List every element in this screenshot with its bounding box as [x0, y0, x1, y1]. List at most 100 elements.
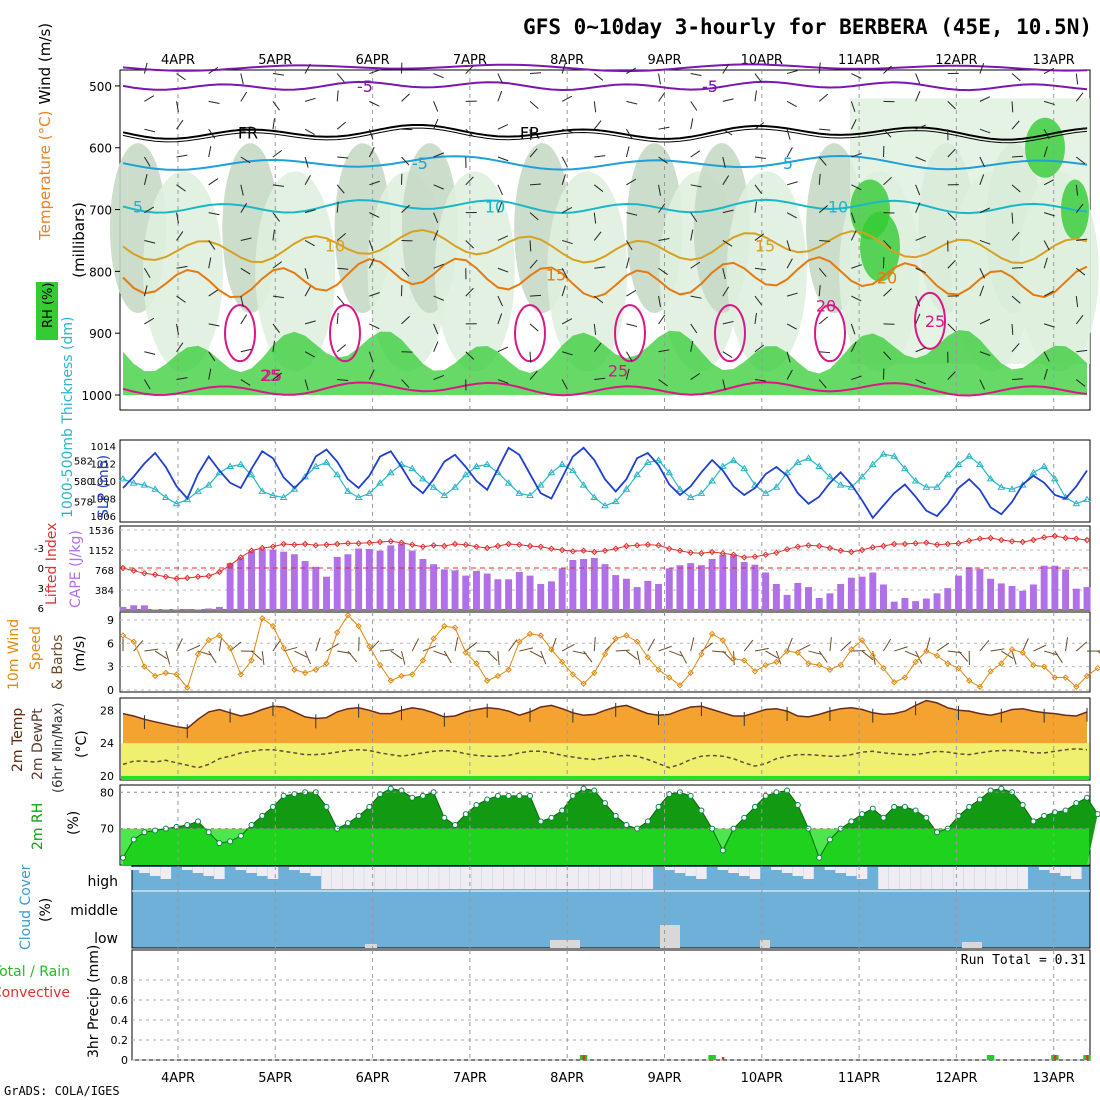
wind-barb [850, 341, 857, 352]
wind-speed-marker [623, 632, 630, 639]
rh2m-marker [409, 794, 416, 801]
wind-barb [722, 128, 733, 136]
cloud-high-gap [1038, 867, 1050, 870]
cape-bar [676, 565, 684, 610]
rh-moist-patch [860, 211, 900, 282]
wind-barb [529, 100, 539, 109]
wind-barb [979, 285, 985, 297]
wind-speed-marker [1083, 672, 1091, 680]
wind-barb [337, 156, 349, 159]
wind-speed-marker [216, 632, 223, 639]
wind-barb [272, 639, 282, 652]
rh2m-marker [462, 811, 469, 818]
dewpoint-line [122, 748, 1088, 769]
date-tick-bottom: 12APR [935, 1071, 977, 1086]
cape-bar [815, 598, 823, 610]
below-ground [121, 395, 1089, 409]
wind-speed-marker [301, 669, 309, 677]
li-line [122, 535, 1088, 580]
rh2m-marker [934, 829, 941, 836]
cloud-high-gap [888, 867, 900, 889]
wind-barb [304, 240, 315, 247]
wind-barb [562, 239, 573, 245]
wind-barb [947, 101, 957, 110]
wind-barb [658, 126, 670, 130]
contour-label: -5 [702, 77, 718, 96]
cloud-high-gap [974, 867, 986, 889]
cloud-high-gap [985, 867, 996, 889]
thickness-marker [322, 458, 331, 465]
wind-barb [669, 650, 683, 657]
cloud-high-gap [471, 867, 482, 889]
cloud-high-gap [246, 867, 257, 873]
cloud-high-gap [342, 867, 354, 889]
wind-speed-marker [1030, 661, 1037, 669]
wind-barb [594, 266, 606, 269]
wind-barb [336, 233, 346, 241]
cape-bar [622, 578, 630, 610]
thickness-tick: 578 [74, 498, 93, 509]
wind-barb [208, 146, 212, 158]
cloud-high-gap [256, 867, 268, 876]
wind-barb [562, 128, 573, 133]
wind-barb [380, 649, 395, 652]
wind-barb [369, 100, 380, 107]
temperature-contour-25 [914, 291, 946, 350]
wind-barb [626, 323, 638, 328]
wind-barb [775, 650, 782, 665]
wind-barb [658, 203, 666, 213]
cloud-high-gap [492, 867, 504, 889]
wind-barb [529, 259, 538, 269]
temperature-contour [122, 198, 1088, 215]
wind-barb [540, 650, 547, 665]
wind-barb [850, 230, 857, 241]
rh2m-marker [377, 791, 384, 798]
wind-barb [861, 650, 874, 661]
cloud-high-gap [835, 867, 846, 873]
wind-barb [561, 62, 566, 74]
wind-barb [658, 267, 668, 275]
wind-barb [401, 267, 410, 277]
wind-barb [1011, 101, 1014, 113]
cape-bar [987, 578, 995, 610]
wind-barb [561, 174, 566, 185]
thickness-marker [676, 485, 684, 492]
rh2m-marker [484, 796, 491, 803]
contour-label: 20 [877, 269, 897, 288]
wind-barb [529, 294, 542, 297]
wind-barb [304, 63, 311, 74]
rh2m-marker [687, 792, 694, 799]
li-marker [473, 543, 480, 550]
cape-bar [805, 587, 812, 610]
wind-barb [754, 647, 769, 652]
wind-barb [786, 212, 797, 219]
cape-bar [922, 598, 930, 610]
wind-barb [786, 292, 798, 297]
cloud-high-gap [910, 867, 921, 889]
wind-barb [722, 320, 734, 325]
rh2m-ylabel-unit: (%) [66, 811, 82, 835]
cape-bar [344, 554, 352, 610]
wind-barb [336, 295, 345, 305]
precip-convective-bar [1053, 1055, 1057, 1060]
wind-speed-marker [237, 671, 245, 678]
wind-barb [529, 240, 532, 252]
li-marker [816, 542, 823, 550]
wind-barb [979, 239, 991, 245]
wind-barb [626, 650, 638, 660]
wind-barb [1044, 650, 1058, 656]
wind-speed-marker [312, 666, 320, 673]
wind-barb [347, 650, 358, 663]
wind-barb [272, 340, 275, 352]
wind-speed-marker [569, 671, 577, 678]
li-marker [1030, 536, 1037, 544]
li-marker [205, 572, 212, 580]
wind-speed-marker [655, 666, 662, 673]
wind-barb [883, 288, 892, 297]
wind-barb [1075, 641, 1088, 652]
slp-frame [119, 439, 1091, 523]
wind-ylabel-2: Speed [28, 626, 44, 670]
li-marker [890, 540, 898, 548]
cloud-high-gap [535, 867, 546, 889]
cape-bar [708, 558, 716, 610]
